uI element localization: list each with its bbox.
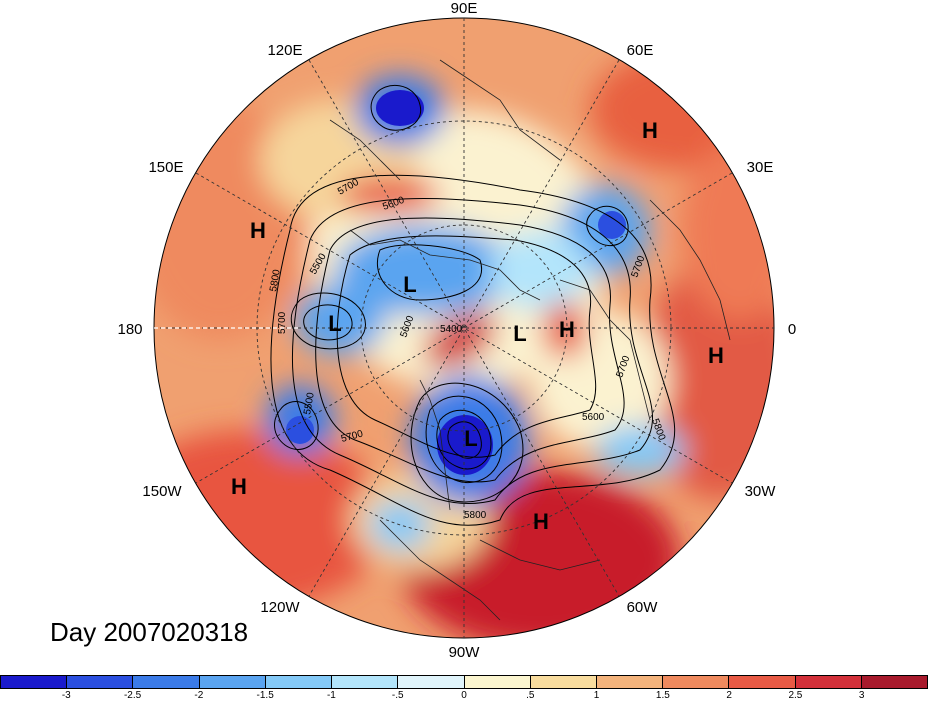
lon-label-60w: 60W [627, 599, 659, 616]
lon-label-60e: 60E [627, 42, 654, 59]
colorbar-tick-label: -3 [61, 690, 71, 701]
low-pressure-label: L [513, 321, 526, 346]
high-pressure-label: H [708, 343, 724, 368]
pressure-labels: H H H H H H H L L L L [231, 118, 724, 534]
high-pressure-label: H [231, 474, 247, 499]
lon-label-0: 0 [788, 321, 796, 338]
colorbar-segment [861, 676, 928, 688]
low-pressure-label: L [464, 426, 477, 451]
lon-label-150e: 150E [148, 159, 183, 176]
colorbar-segment [332, 676, 399, 688]
lon-label-180: 180 [117, 321, 142, 338]
lon-label-150w: 150W [142, 483, 182, 500]
anomaly-shading [154, 18, 774, 638]
colorbar-segment [199, 676, 266, 688]
colorbar-segment [729, 676, 796, 688]
low-pressure-label: L [328, 311, 341, 336]
colorbar-segment [133, 676, 200, 688]
high-pressure-label: H [642, 118, 658, 143]
high-pressure-label: H [533, 509, 549, 534]
contour-label: 5400 [440, 324, 463, 335]
graticule [154, 18, 774, 638]
colorbar-tick-label: 3 [858, 690, 865, 701]
lon-label-120w: 120W [260, 599, 300, 616]
colorbar-tick-labels: -3 -2.5 -2 -1.5 -1 -.5 0 .5 1 1.5 2 2.5 3 [0, 690, 928, 702]
colorbar-tick-label: 0 [461, 690, 467, 701]
contour-label: 5700 [277, 311, 288, 334]
colorbar-tick-label: 2.5 [788, 690, 803, 701]
lon-label-90w: 90W [449, 644, 481, 661]
colorbar-tick-label: 2 [726, 690, 732, 701]
day-title: Day 2007020318 [50, 617, 249, 647]
colorbar-segment [398, 676, 465, 688]
colorbar-tick-label: .5 [526, 690, 535, 701]
colorbar-tick-label: 1.5 [655, 690, 670, 701]
lon-label-30w: 30W [745, 483, 777, 500]
colorbar-tick-label: -1.5 [256, 690, 274, 701]
colorbar-segment [530, 676, 597, 688]
contour-label: 5600 [582, 412, 605, 423]
colorbar-segment [1, 676, 68, 688]
high-pressure-label: H [559, 317, 575, 342]
colorbar-tick-label: -2 [194, 690, 204, 701]
lon-label-30e: 30E [747, 159, 774, 176]
contour-label: 5800 [464, 510, 487, 521]
colorbar-segment [795, 676, 862, 688]
colorbar-segment [464, 676, 531, 688]
lon-label-90e: 90E [451, 0, 478, 17]
colorbar-tick-label: -1 [326, 690, 336, 701]
height-contours [270, 84, 676, 526]
colorbar-segment [663, 676, 730, 688]
lon-label-120e: 120E [267, 42, 302, 59]
colorbar-tick-label: -2.5 [123, 690, 142, 701]
colorbar [0, 675, 928, 689]
colorbar-segment [265, 676, 333, 688]
contour-label: 5800 [268, 268, 283, 292]
low-pressure-label: L [403, 272, 416, 297]
high-pressure-label: H [250, 218, 266, 243]
contour-label: 5500 [302, 391, 317, 415]
colorbar-segment [67, 676, 134, 688]
colorbar-segment [596, 676, 664, 688]
colorbar-tick-label: 1 [593, 690, 600, 701]
colorbar-tick-label: -.5 [391, 690, 404, 701]
